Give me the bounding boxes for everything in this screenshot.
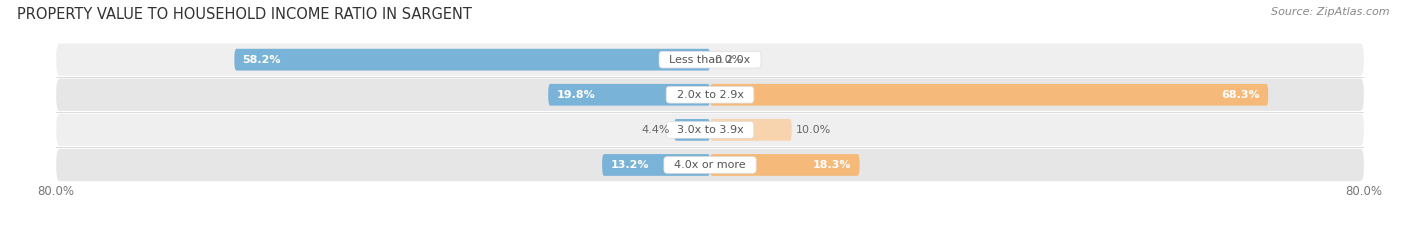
Text: 58.2%: 58.2% [243, 55, 281, 65]
FancyBboxPatch shape [710, 154, 859, 176]
Text: 0.0%: 0.0% [714, 55, 742, 65]
FancyBboxPatch shape [602, 154, 710, 176]
Text: PROPERTY VALUE TO HOUSEHOLD INCOME RATIO IN SARGENT: PROPERTY VALUE TO HOUSEHOLD INCOME RATIO… [17, 7, 472, 22]
FancyBboxPatch shape [710, 119, 792, 141]
Text: 4.0x or more: 4.0x or more [668, 160, 752, 170]
FancyBboxPatch shape [548, 84, 710, 106]
FancyBboxPatch shape [710, 84, 1268, 106]
Text: 10.0%: 10.0% [796, 125, 831, 135]
Text: 3.0x to 3.9x: 3.0x to 3.9x [669, 125, 751, 135]
Text: 68.3%: 68.3% [1222, 90, 1260, 100]
FancyBboxPatch shape [56, 79, 1364, 111]
FancyBboxPatch shape [673, 119, 710, 141]
Text: Source: ZipAtlas.com: Source: ZipAtlas.com [1271, 7, 1389, 17]
Text: 13.2%: 13.2% [610, 160, 648, 170]
Text: 18.3%: 18.3% [813, 160, 852, 170]
Text: 4.4%: 4.4% [641, 125, 671, 135]
Text: Less than 2.0x: Less than 2.0x [662, 55, 758, 65]
FancyBboxPatch shape [56, 149, 1364, 181]
FancyBboxPatch shape [56, 114, 1364, 146]
FancyBboxPatch shape [56, 44, 1364, 76]
Text: 2.0x to 2.9x: 2.0x to 2.9x [669, 90, 751, 100]
Text: 19.8%: 19.8% [557, 90, 595, 100]
FancyBboxPatch shape [235, 49, 710, 70]
